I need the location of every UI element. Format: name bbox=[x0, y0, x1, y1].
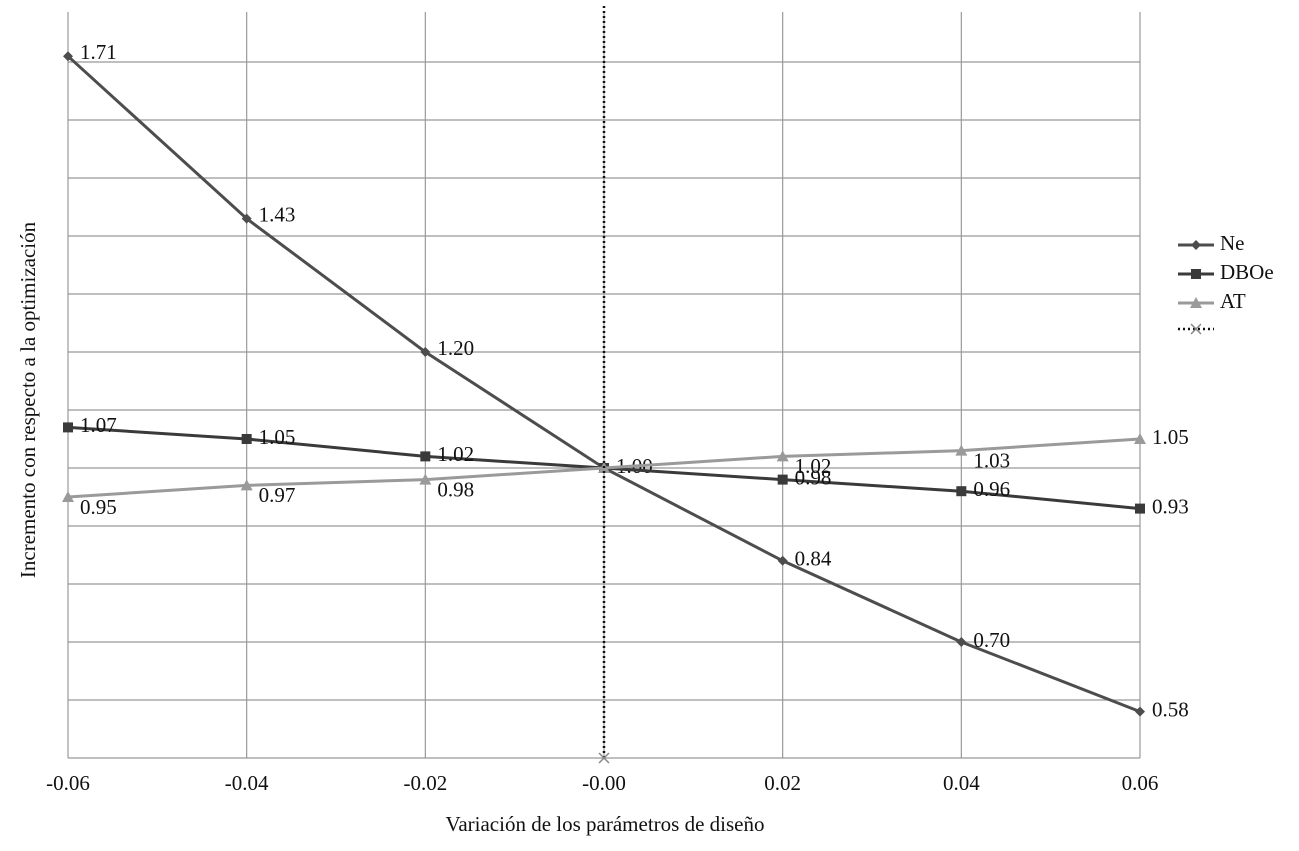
x-tick-label: -0.04 bbox=[225, 771, 269, 795]
marker bbox=[241, 434, 252, 444]
data-label: 1.03 bbox=[973, 448, 1010, 472]
data-label: 1.05 bbox=[1152, 425, 1189, 449]
data-label: 1.07 bbox=[80, 413, 117, 437]
marker bbox=[419, 473, 432, 485]
data-label: 1.43 bbox=[259, 202, 296, 226]
marker bbox=[420, 451, 431, 462]
data-label: 0.98 bbox=[437, 477, 474, 501]
legend-marker bbox=[1190, 297, 1202, 308]
marker bbox=[955, 444, 968, 456]
data-label: 0.98 bbox=[795, 465, 832, 489]
data-label: 1.02 bbox=[795, 454, 832, 478]
data-label: 0.93 bbox=[1152, 494, 1189, 518]
data-label: 0.84 bbox=[795, 547, 832, 571]
marker bbox=[1135, 706, 1145, 717]
legend-marker bbox=[1191, 269, 1201, 279]
data-label: 0.70 bbox=[973, 628, 1010, 652]
x-tick-label: 0.06 bbox=[1122, 771, 1159, 795]
marker bbox=[62, 491, 74, 502]
marker bbox=[63, 422, 73, 433]
x-tick-label: -0.02 bbox=[403, 771, 447, 795]
marker bbox=[1134, 433, 1146, 444]
data-label: 1.20 bbox=[437, 336, 474, 360]
marker bbox=[598, 752, 610, 764]
marker bbox=[956, 486, 967, 497]
marker bbox=[63, 51, 73, 62]
data-label: 1.02 bbox=[437, 442, 474, 466]
legend-label: AT bbox=[1220, 289, 1246, 313]
marker bbox=[956, 637, 967, 647]
data-label: 1.71 bbox=[80, 40, 117, 64]
marker bbox=[1135, 503, 1145, 514]
data-label: 1.05 bbox=[259, 425, 296, 449]
marker bbox=[776, 450, 789, 462]
legend-label: Ne bbox=[1220, 231, 1245, 255]
x-tick-label: 0.04 bbox=[943, 771, 980, 795]
marker bbox=[777, 555, 788, 566]
data-label: 0.95 bbox=[80, 495, 117, 519]
x-axis-title: Variación de los parámetros de diseño bbox=[446, 812, 765, 836]
x-tick-label: -0.00 bbox=[582, 771, 626, 795]
data-label: 0.96 bbox=[973, 477, 1010, 501]
marker bbox=[240, 479, 253, 491]
marker bbox=[777, 474, 788, 485]
legend-marker bbox=[1190, 323, 1202, 335]
x-tick-label: 0.02 bbox=[764, 771, 801, 795]
data-label: 0.58 bbox=[1152, 697, 1189, 721]
data-label: 0.97 bbox=[259, 483, 296, 507]
y-axis-title: Incremento con respecto a la optimizació… bbox=[16, 221, 40, 578]
legend-marker bbox=[1191, 240, 1201, 250]
legend-label: DBOe bbox=[1220, 260, 1274, 284]
x-tick-label: -0.06 bbox=[46, 771, 90, 795]
marker bbox=[241, 213, 252, 224]
marker bbox=[420, 347, 431, 357]
